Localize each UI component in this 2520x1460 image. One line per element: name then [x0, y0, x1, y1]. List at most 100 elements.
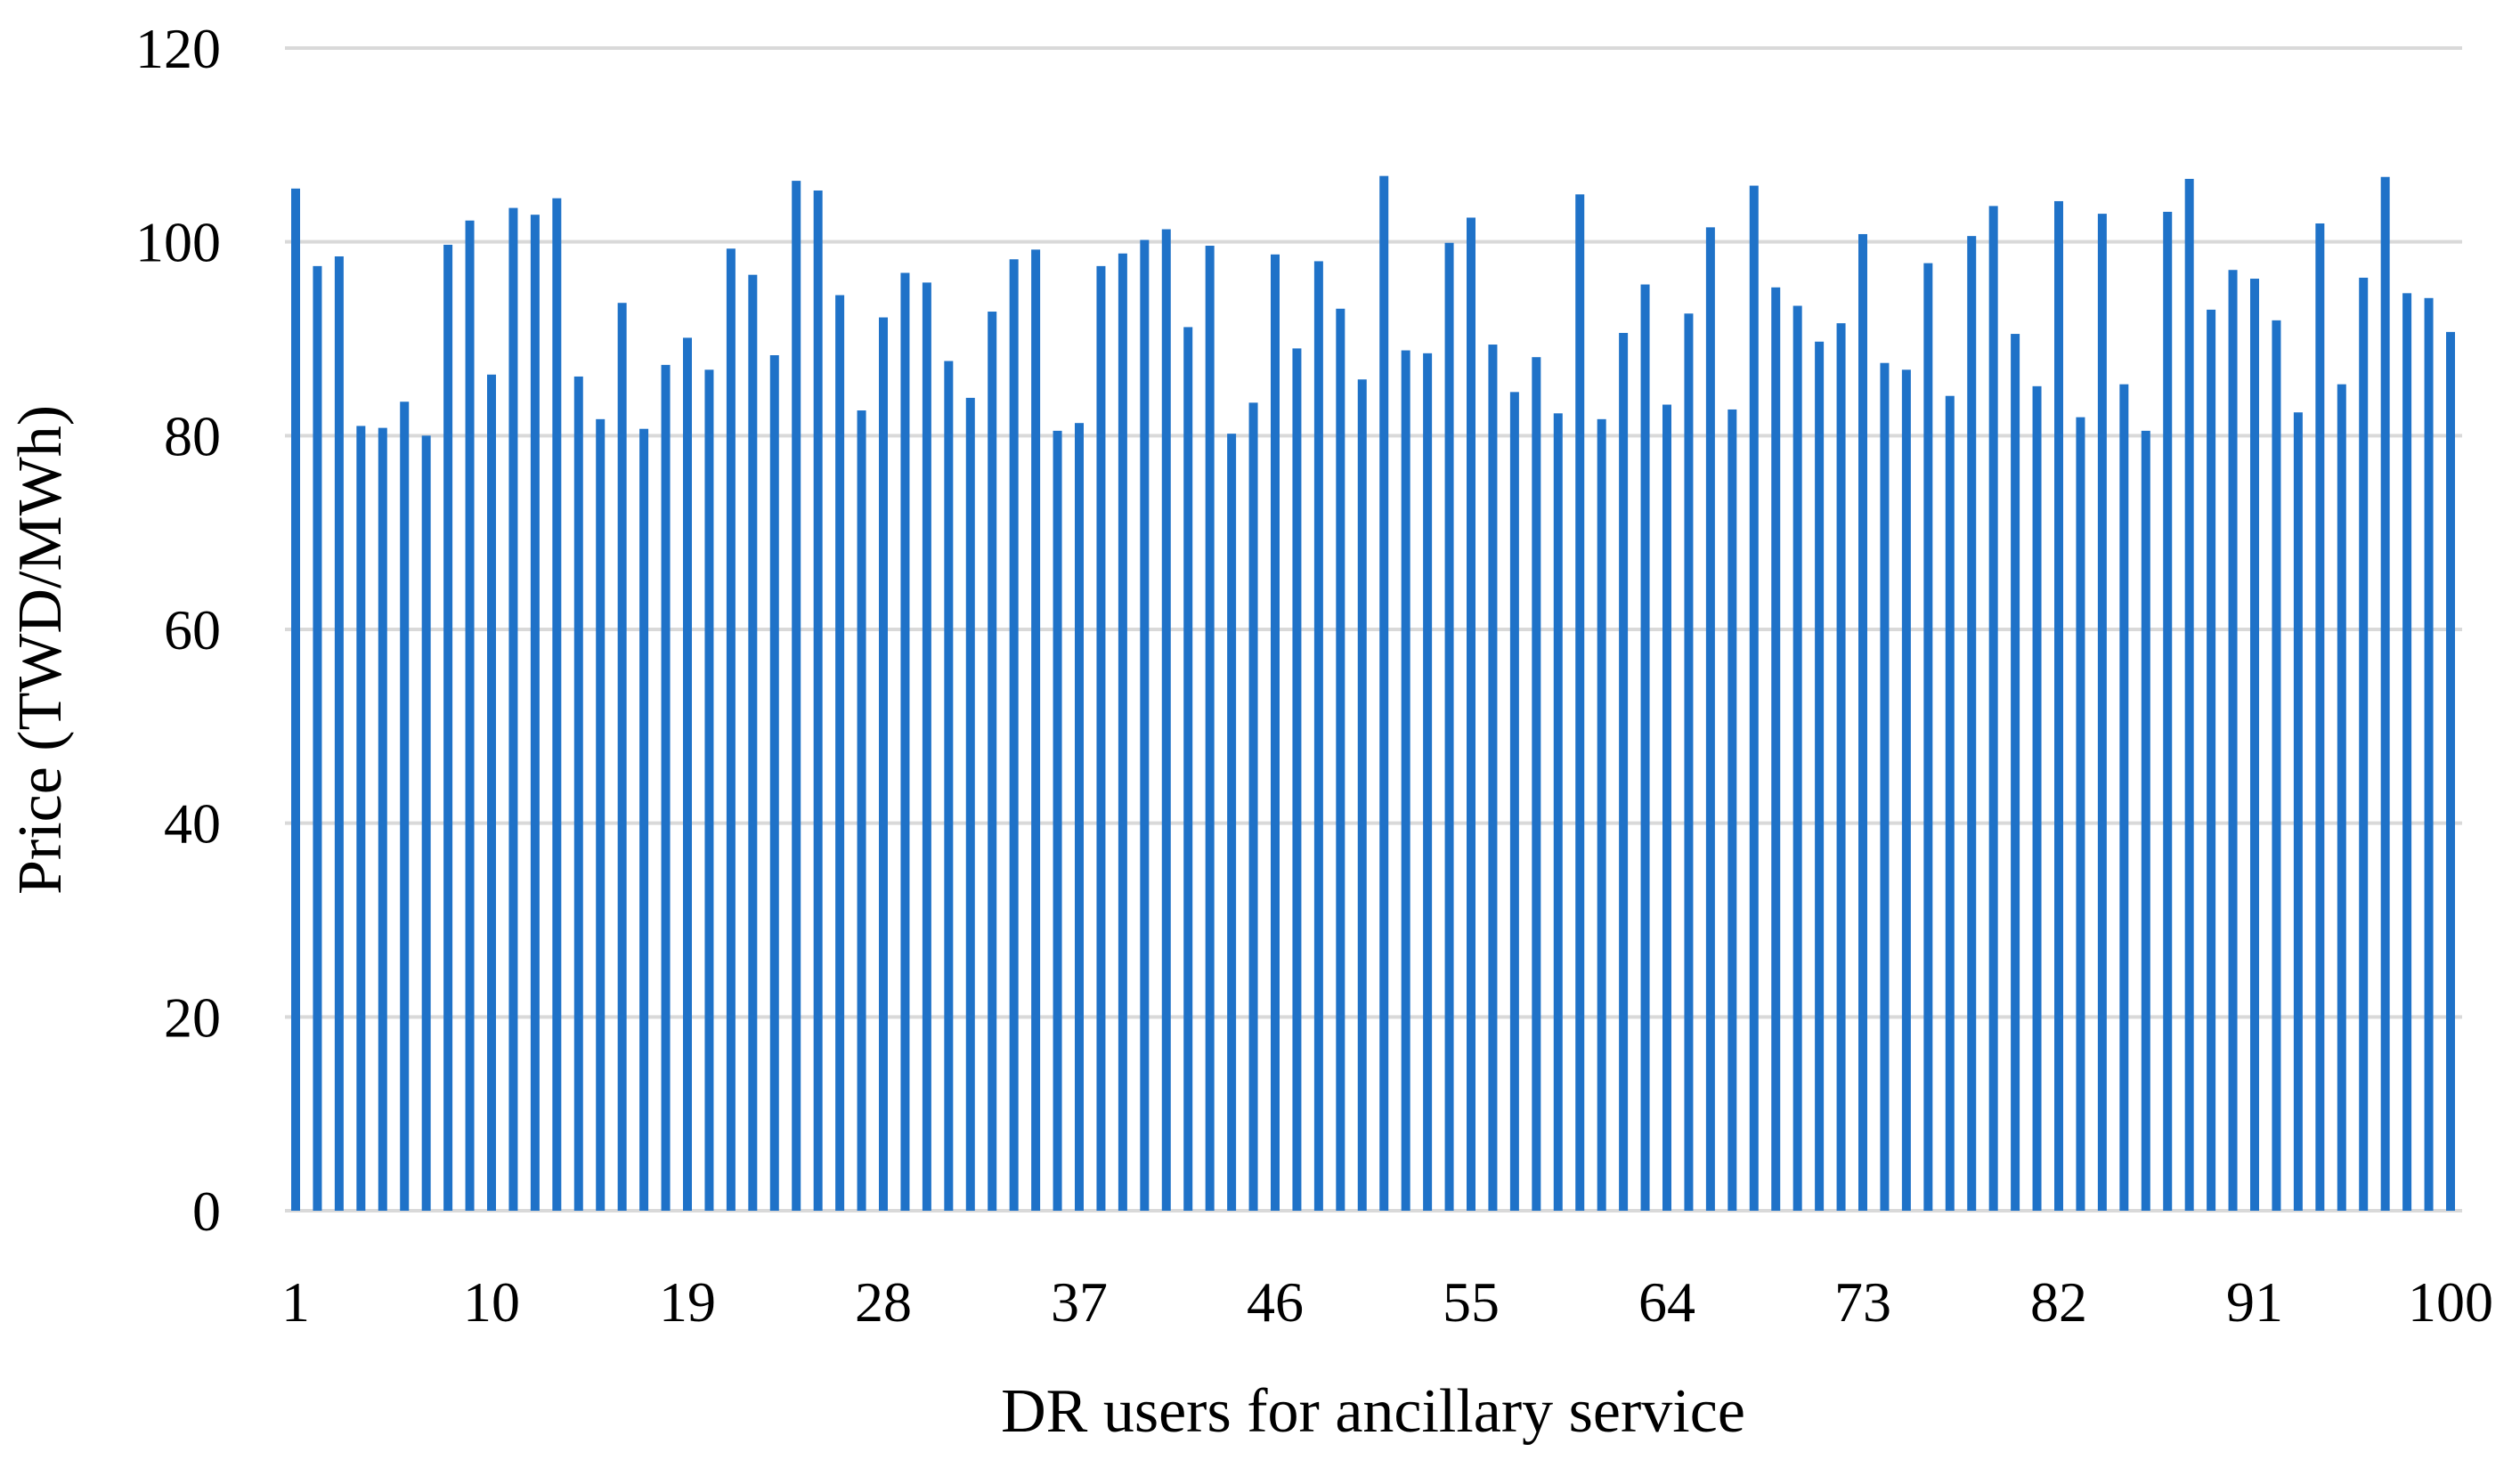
bar	[1509, 392, 1519, 1211]
bar	[1880, 362, 1890, 1211]
bar	[421, 435, 431, 1211]
bar	[1075, 423, 1084, 1211]
bar	[944, 361, 954, 1211]
x-axis-title: DR users for ancillary service	[1001, 1377, 1745, 1446]
bar	[2424, 297, 2434, 1211]
bar	[1923, 263, 1933, 1211]
bar	[2446, 331, 2455, 1211]
bar	[1140, 239, 1150, 1211]
bar	[1467, 217, 1475, 1211]
bar	[1357, 379, 1367, 1212]
bar	[2184, 178, 2194, 1211]
x-tick-label: 37	[1051, 1270, 1108, 1334]
x-tick-label: 46	[1247, 1270, 1304, 1334]
bar	[1749, 185, 1759, 1211]
bar	[2250, 279, 2259, 1212]
bar	[813, 190, 823, 1212]
bar	[2011, 334, 2020, 1211]
x-axis-tick-labels: 1 10 19 28 37 46 55 64 73 82 91 100	[281, 1270, 2493, 1334]
bar	[1684, 313, 1694, 1211]
bar	[2359, 277, 2369, 1211]
x-tick-label: 100	[2408, 1270, 2493, 1334]
bar	[2141, 430, 2150, 1211]
bar	[857, 410, 866, 1212]
bar	[661, 364, 671, 1211]
bar	[2207, 309, 2216, 1212]
bar	[879, 317, 888, 1212]
bar	[1379, 175, 1389, 1211]
bar	[1096, 265, 1106, 1211]
x-tick-label: 28	[855, 1270, 912, 1334]
y-tick-label: 120	[135, 17, 221, 80]
bar	[552, 198, 562, 1212]
bar	[2337, 384, 2346, 1211]
bar	[1705, 227, 1715, 1211]
bar	[1227, 434, 1237, 1211]
bar	[1009, 259, 1019, 1212]
bar	[1619, 332, 1629, 1212]
y-tick-label: 100	[135, 211, 221, 274]
bar	[922, 282, 931, 1211]
y-axis-title: Price (TWD/MWh)	[6, 405, 75, 895]
bar	[965, 397, 975, 1212]
bar	[1727, 409, 1737, 1211]
bar	[2097, 214, 2107, 1212]
bar	[530, 215, 540, 1211]
x-tick-label: 64	[1638, 1270, 1695, 1334]
bar	[378, 427, 387, 1211]
bar	[1553, 413, 1563, 1212]
bar	[2228, 270, 2238, 1212]
y-axis-tick-labels: 0 20 40 60 80 100 120	[135, 17, 221, 1243]
y-tick-label: 0	[192, 1180, 221, 1243]
bar	[1161, 229, 1171, 1212]
bar	[683, 337, 692, 1212]
bar	[1836, 323, 1846, 1211]
bar	[508, 207, 518, 1212]
bar	[2293, 412, 2303, 1211]
bar	[639, 428, 649, 1212]
bar	[2163, 211, 2173, 1211]
x-tick-label: 82	[2030, 1270, 2087, 1334]
bar	[1401, 350, 1410, 1211]
bar	[1967, 236, 1977, 1211]
bar	[2076, 417, 2085, 1211]
bar	[792, 181, 801, 1211]
bar	[1945, 395, 1955, 1211]
bar	[1901, 369, 1911, 1211]
bar	[1118, 253, 1127, 1211]
bar	[334, 256, 344, 1211]
bar	[1988, 206, 1998, 1212]
bar	[1792, 305, 1802, 1211]
bar	[2380, 176, 2390, 1212]
bar	[617, 303, 627, 1211]
gridlines	[285, 46, 2462, 1213]
bar	[1313, 261, 1323, 1211]
x-tick-label: 19	[659, 1270, 716, 1334]
bar	[1488, 345, 1498, 1211]
bar	[1292, 348, 1302, 1212]
bar	[465, 220, 475, 1211]
bar	[1444, 242, 1454, 1211]
bar	[291, 188, 300, 1211]
y-tick-label: 80	[164, 404, 221, 467]
bar	[769, 355, 779, 1211]
bar	[400, 402, 410, 1211]
x-tick-label: 1	[281, 1270, 310, 1334]
bar	[2272, 320, 2281, 1211]
bar	[988, 312, 997, 1211]
bar	[356, 426, 366, 1211]
bar	[835, 295, 845, 1211]
bar	[1053, 430, 1062, 1211]
bar	[1771, 287, 1781, 1211]
bar	[2119, 384, 2129, 1211]
bar	[443, 244, 453, 1212]
bars	[291, 175, 2455, 1212]
bar	[1575, 194, 1585, 1211]
bar	[1271, 254, 1280, 1212]
bar	[1336, 308, 1345, 1211]
bar	[313, 265, 322, 1211]
x-tick-label: 10	[463, 1270, 520, 1334]
bar	[2032, 385, 2042, 1211]
y-tick-label: 60	[164, 598, 221, 661]
